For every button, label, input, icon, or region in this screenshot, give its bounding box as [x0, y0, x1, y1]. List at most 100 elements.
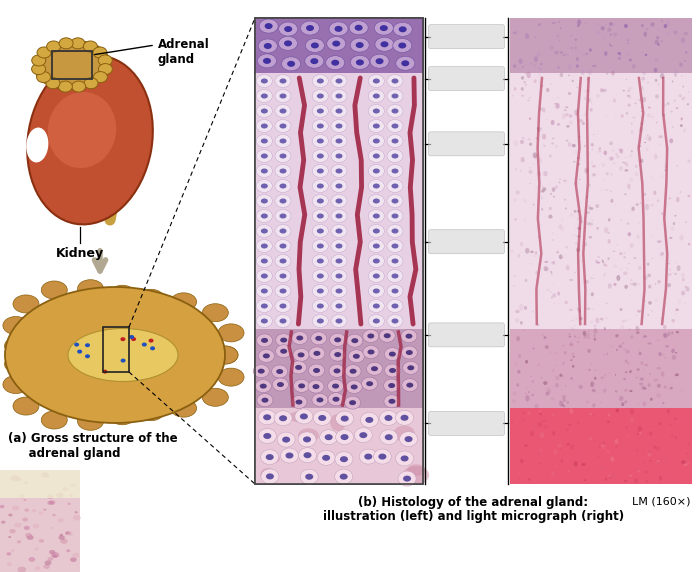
Ellipse shape	[275, 134, 291, 148]
Ellipse shape	[286, 452, 293, 459]
Ellipse shape	[335, 138, 342, 144]
Ellipse shape	[275, 120, 291, 133]
Ellipse shape	[279, 304, 286, 308]
Ellipse shape	[317, 153, 324, 158]
Ellipse shape	[331, 209, 347, 223]
Ellipse shape	[274, 411, 292, 426]
Ellipse shape	[331, 180, 347, 193]
Text: LM (160×): LM (160×)	[631, 496, 690, 506]
Ellipse shape	[331, 74, 347, 88]
Ellipse shape	[666, 409, 670, 414]
Ellipse shape	[368, 194, 384, 208]
Ellipse shape	[616, 349, 617, 351]
Ellipse shape	[317, 93, 324, 98]
Ellipse shape	[391, 124, 398, 129]
Ellipse shape	[606, 172, 609, 176]
Ellipse shape	[643, 335, 647, 338]
Ellipse shape	[615, 334, 618, 337]
Ellipse shape	[545, 267, 549, 271]
Ellipse shape	[387, 255, 403, 268]
Ellipse shape	[656, 462, 659, 465]
Ellipse shape	[544, 425, 547, 429]
Ellipse shape	[212, 346, 238, 364]
Ellipse shape	[588, 330, 590, 332]
Ellipse shape	[275, 194, 291, 208]
Ellipse shape	[584, 97, 586, 100]
Ellipse shape	[586, 332, 590, 337]
Ellipse shape	[551, 414, 554, 417]
Ellipse shape	[543, 412, 544, 413]
Ellipse shape	[649, 432, 652, 435]
Ellipse shape	[93, 47, 107, 58]
Ellipse shape	[559, 224, 563, 229]
Ellipse shape	[631, 206, 635, 211]
Ellipse shape	[279, 78, 286, 84]
Ellipse shape	[261, 198, 268, 204]
Ellipse shape	[514, 140, 518, 146]
Ellipse shape	[533, 427, 536, 430]
Ellipse shape	[606, 420, 610, 423]
Ellipse shape	[612, 475, 615, 479]
Ellipse shape	[650, 57, 652, 58]
Ellipse shape	[572, 80, 574, 82]
Ellipse shape	[586, 113, 587, 114]
Ellipse shape	[312, 300, 328, 312]
Ellipse shape	[636, 315, 637, 316]
Ellipse shape	[535, 252, 537, 255]
Ellipse shape	[391, 288, 398, 293]
Ellipse shape	[292, 332, 308, 344]
Ellipse shape	[85, 343, 90, 347]
Ellipse shape	[62, 487, 68, 491]
Ellipse shape	[402, 379, 418, 392]
Ellipse shape	[312, 269, 328, 283]
Ellipse shape	[71, 81, 85, 92]
Ellipse shape	[528, 97, 531, 98]
Ellipse shape	[346, 334, 363, 347]
Ellipse shape	[592, 148, 594, 150]
Ellipse shape	[367, 362, 382, 375]
Ellipse shape	[594, 324, 596, 328]
Ellipse shape	[674, 215, 676, 217]
Ellipse shape	[559, 447, 561, 449]
Ellipse shape	[635, 165, 638, 168]
Ellipse shape	[669, 423, 671, 426]
Ellipse shape	[533, 156, 538, 160]
Ellipse shape	[664, 24, 667, 28]
Ellipse shape	[523, 81, 525, 82]
Ellipse shape	[279, 37, 298, 50]
Ellipse shape	[393, 38, 412, 53]
Ellipse shape	[663, 460, 668, 463]
Ellipse shape	[594, 440, 595, 442]
Ellipse shape	[670, 227, 674, 231]
Ellipse shape	[588, 205, 591, 209]
Ellipse shape	[629, 154, 632, 157]
Ellipse shape	[256, 334, 272, 347]
Ellipse shape	[629, 283, 634, 285]
Ellipse shape	[256, 240, 272, 252]
Ellipse shape	[554, 103, 556, 104]
Ellipse shape	[569, 343, 573, 346]
Ellipse shape	[317, 319, 324, 324]
Ellipse shape	[528, 117, 531, 120]
Ellipse shape	[295, 365, 302, 370]
Ellipse shape	[610, 345, 612, 348]
Ellipse shape	[279, 415, 287, 421]
Ellipse shape	[555, 364, 556, 366]
Ellipse shape	[541, 334, 545, 336]
Ellipse shape	[557, 97, 559, 99]
Ellipse shape	[621, 396, 624, 400]
Ellipse shape	[318, 415, 326, 421]
Ellipse shape	[13, 397, 39, 415]
Ellipse shape	[582, 463, 586, 466]
Ellipse shape	[263, 433, 272, 439]
Ellipse shape	[375, 37, 394, 51]
Ellipse shape	[648, 383, 650, 387]
Ellipse shape	[637, 221, 640, 224]
Ellipse shape	[256, 180, 272, 193]
Ellipse shape	[622, 447, 625, 451]
Ellipse shape	[395, 451, 414, 466]
Ellipse shape	[656, 122, 657, 124]
Ellipse shape	[661, 175, 664, 178]
Ellipse shape	[581, 260, 583, 261]
Ellipse shape	[331, 134, 347, 148]
